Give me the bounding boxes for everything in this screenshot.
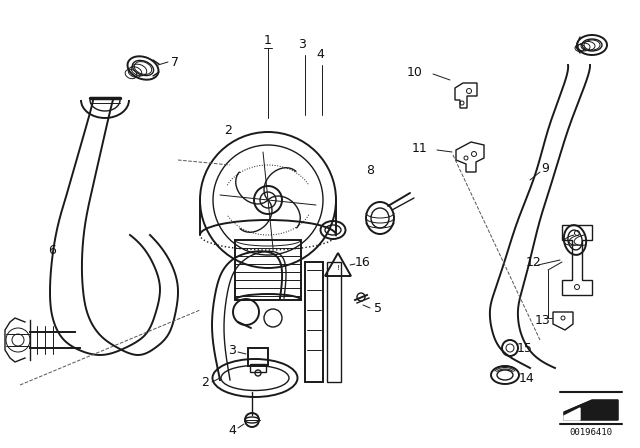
Text: 3: 3 — [228, 344, 236, 357]
Text: 1: 1 — [264, 34, 272, 47]
Text: 2: 2 — [224, 124, 232, 137]
Text: 16: 16 — [355, 255, 371, 268]
Text: 4: 4 — [316, 48, 324, 61]
Text: 11: 11 — [412, 142, 428, 155]
Text: 12: 12 — [526, 255, 542, 268]
Text: 00196410: 00196410 — [570, 428, 612, 437]
Text: 3: 3 — [298, 39, 306, 52]
Text: 14: 14 — [519, 371, 535, 384]
Polygon shape — [564, 400, 618, 420]
Text: 13: 13 — [535, 314, 551, 327]
Text: 8: 8 — [366, 164, 374, 177]
Text: 4: 4 — [228, 423, 236, 436]
Text: 2: 2 — [201, 375, 209, 388]
Text: 10: 10 — [407, 65, 423, 78]
Polygon shape — [564, 408, 580, 420]
Text: 6: 6 — [48, 244, 56, 257]
Text: !: ! — [337, 265, 339, 271]
Text: 15: 15 — [517, 341, 533, 354]
Text: 5: 5 — [374, 302, 382, 314]
Polygon shape — [564, 400, 618, 420]
Text: 7: 7 — [171, 56, 179, 69]
Text: 9: 9 — [541, 161, 549, 175]
